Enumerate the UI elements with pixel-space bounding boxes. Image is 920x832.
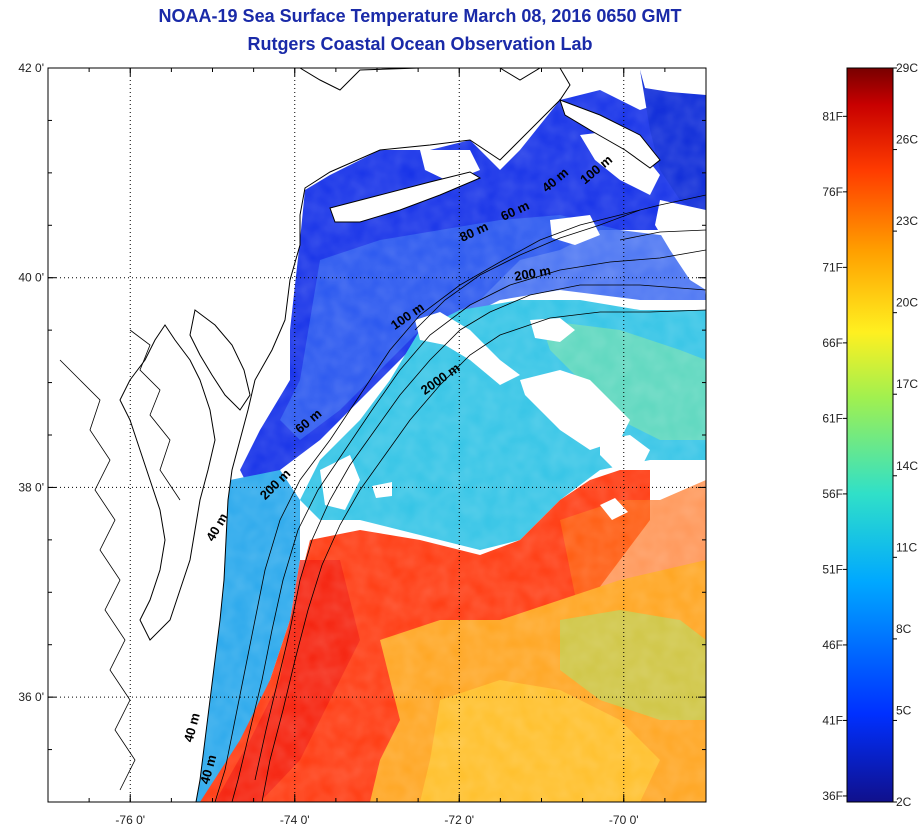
colorbar-celsius-label: 2C [896,795,912,809]
colorbar-fahrenheit-label: 56F [822,487,843,501]
colorbar-celsius-label: 8C [896,622,912,636]
cloud-mask [600,498,628,520]
colorbar-celsius-label: 5C [896,703,912,717]
colorbar [847,68,893,802]
map-title: NOAA-19 Sea Surface Temperature March 08… [158,6,682,26]
cloud-mask [640,70,706,95]
lat-tick-label: 38 0' [18,480,44,494]
colorbar-fahrenheit-label: 66F [822,336,843,350]
coastline-detail [59,359,136,791]
contour-label: 40 m [197,753,219,786]
contour-label: 40 m [181,711,203,744]
cloud-mask [415,312,520,385]
lon-tick-label: -70 0' [609,813,639,827]
cloud-mask [580,130,660,195]
lon-tick-label: -76 0' [115,813,145,827]
lat-tick-label: 40 0' [18,271,44,285]
cloud-mask [600,435,650,470]
cloud-mask [655,200,706,290]
colorbar-fahrenheit-label: 51F [822,562,843,576]
colorbar-fahrenheit-label: 61F [822,411,843,425]
colorbar-fahrenheit-label: 76F [822,185,843,199]
lat-tick-label: 36 0' [18,690,44,704]
colorbar-celsius-label: 26C [896,133,918,147]
colorbar-fahrenheit-label: 81F [822,109,843,123]
colorbar-celsius-label: 23C [896,214,918,228]
bathymetry-contours [214,194,706,802]
colorbar-fahrenheit-label: 36F [822,789,843,803]
lat-tick-label: 42 0' [18,61,44,75]
coastline-detail [129,329,181,501]
colorbar-fahrenheit-label: 41F [822,713,843,727]
colorbar-labels: 29C 26C 23C 20C 17C 14C 11C 8C 5C 2C 81F 76F 71F 66F 6… [822,61,918,809]
lon-tick-label: -72 0' [444,813,474,827]
colorbar-fahrenheit-label: 46F [822,638,843,652]
cloud-mask [372,482,392,498]
colorbar-celsius-label: 20C [896,296,918,310]
lon-tick-label: -74 0' [280,813,310,827]
chesapeake-bay [119,324,216,641]
colorbar-fahrenheit-label: 71F [822,260,843,274]
contour-label: 200 m [513,263,552,284]
colorbar-frame [846,67,894,803]
cloud-mask [520,370,630,450]
colorbar-celsius-label: 29C [896,61,918,75]
land-mass [48,68,571,802]
colorbar-celsius-label: 14C [896,459,918,473]
cape-cod [559,99,661,169]
map-subtitle: Rutgers Coastal Ocean Observation Lab [247,34,593,54]
colorbar-celsius-label: 17C [896,377,918,391]
delaware-bay [189,309,251,411]
long-island [329,171,482,223]
cloud-mask [530,318,575,342]
colorbar-celsius-label: 11C [896,540,917,554]
map-axes: 42 0' 40 0' 38 0' 36 0' -76 0' -74 0' -72 0' -7… [18,61,707,827]
